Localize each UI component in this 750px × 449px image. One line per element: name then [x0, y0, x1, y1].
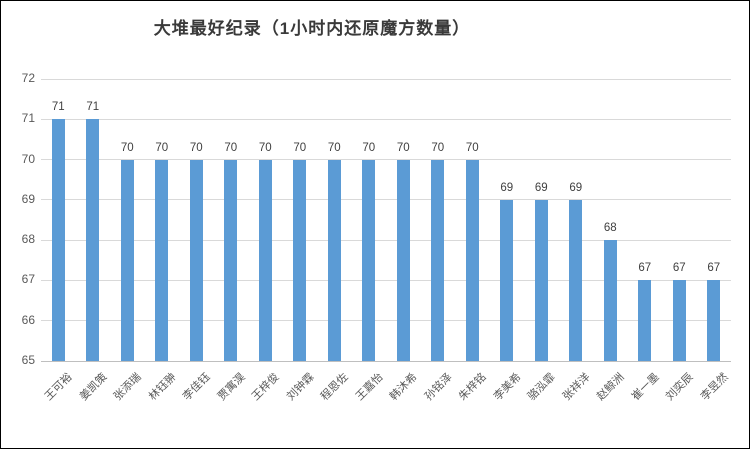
y-tick-label-67: 67	[21, 272, 35, 287]
value-label-程恩佐: 70	[327, 141, 341, 154]
value-label-张添瑞: 70	[120, 141, 134, 154]
bar-林钰翀	[155, 159, 169, 361]
bar-朱梓铭	[465, 159, 479, 361]
value-label-王可裕: 71	[51, 101, 65, 114]
bar-姜凯策	[86, 119, 100, 361]
y-tick-label-65: 65	[21, 353, 35, 367]
gridline-68	[41, 239, 731, 241]
x-category-label-姜凯策: 姜凯策	[77, 371, 110, 403]
x-category-label-刘奕辰: 刘奕辰	[664, 371, 696, 403]
y-tick-label-69: 69	[21, 191, 35, 206]
x-category-label-李佳钰: 李佳钰	[181, 371, 213, 403]
value-label-赵鲸洲: 68	[603, 222, 617, 235]
y-tick-label-66: 66	[21, 312, 35, 327]
x-category-label-贾寓淏: 贾寓淏	[215, 371, 248, 403]
value-label-张祥洋: 69	[569, 181, 583, 194]
x-category-label-张祥洋: 张祥洋	[560, 371, 593, 403]
bar-骆泓霏	[534, 199, 548, 361]
bar-王可裕	[51, 119, 65, 361]
bar-孙铭泽	[431, 159, 445, 361]
bar-程恩佐	[327, 159, 341, 361]
x-category-label-林钰翀: 林钰翀	[146, 371, 179, 403]
x-category-label-韩沐希: 韩沐希	[388, 371, 420, 403]
bar-崔一墨	[638, 280, 652, 361]
value-label-韩沐希: 70	[396, 141, 410, 154]
bar-李佳钰	[189, 159, 203, 361]
chart-title: 大堆最好纪录（1小时内还原魔方数量）	[153, 19, 471, 38]
bar-刘奕辰	[672, 280, 686, 361]
value-label-李佳钰: 70	[189, 141, 203, 154]
gridline-72	[41, 78, 731, 80]
y-tick-label-71: 71	[21, 111, 35, 126]
x-category-label-刘钟霖: 刘钟霖	[284, 371, 317, 403]
value-label-孙铭泽: 70	[431, 141, 445, 154]
x-category-label-李美希: 李美希	[491, 371, 524, 403]
x-category-label-孙铭泽: 孙铭泽	[422, 371, 455, 403]
bar-张添瑞	[120, 159, 134, 361]
bar-王嘉怡	[362, 159, 376, 361]
value-label-林钰翀: 70	[155, 141, 169, 154]
x-category-label-张添瑞: 张添瑞	[112, 371, 144, 403]
x-category-label-朱梓铭: 朱梓铭	[457, 371, 489, 403]
bar-贾寓淏	[224, 159, 238, 361]
value-label-李美希: 69	[500, 181, 514, 194]
x-category-label-王梓俊: 王梓俊	[250, 371, 282, 403]
x-category-label-赵鲸洲: 赵鲸洲	[595, 371, 627, 403]
x-category-label-王嘉怡: 王嘉怡	[353, 371, 386, 403]
value-label-王梓俊: 70	[258, 141, 272, 154]
gridline-71	[41, 118, 731, 120]
gridline-70	[41, 159, 731, 161]
value-label-崔一墨: 67	[638, 262, 652, 275]
bar-赵鲸洲	[603, 240, 617, 361]
bar-李昱然	[707, 280, 721, 361]
gridline-67	[41, 279, 731, 281]
value-label-刘钟霖: 70	[293, 141, 307, 154]
y-tick-label-70: 70	[21, 151, 35, 166]
gridline-66	[41, 320, 731, 322]
bar-张祥洋	[569, 199, 583, 361]
bar-李美希	[500, 199, 514, 361]
value-label-骆泓霏: 69	[534, 181, 548, 194]
bar-王梓俊	[258, 159, 272, 361]
value-label-贾寓淏: 70	[224, 141, 238, 154]
value-label-李昱然: 67	[707, 262, 721, 275]
x-category-label-程恩佐: 程恩佐	[319, 371, 351, 403]
gridline-65	[41, 360, 731, 362]
gridline-69	[41, 199, 731, 201]
y-tick-label-68: 68	[21, 232, 35, 247]
x-category-label-李昱然: 李昱然	[698, 371, 731, 403]
value-label-朱梓铭: 70	[465, 141, 479, 154]
x-category-label-王可裕: 王可裕	[43, 371, 75, 403]
x-category-label-骆泓霏: 骆泓霏	[526, 371, 558, 403]
value-label-王嘉怡: 70	[362, 141, 376, 154]
bar-刘钟霖	[293, 159, 307, 361]
plot-area: 71 71 70 70 70 70 70 70 70 70 70 70 70 69 69 69 68 67 67 67	[41, 78, 731, 362]
x-category-label-崔一墨: 崔一墨	[629, 371, 662, 403]
value-label-姜凯策: 71	[86, 101, 100, 114]
y-tick-label-72: 72	[21, 71, 35, 85]
value-label-刘奕辰: 67	[672, 262, 686, 275]
bar-韩沐希	[396, 159, 410, 361]
